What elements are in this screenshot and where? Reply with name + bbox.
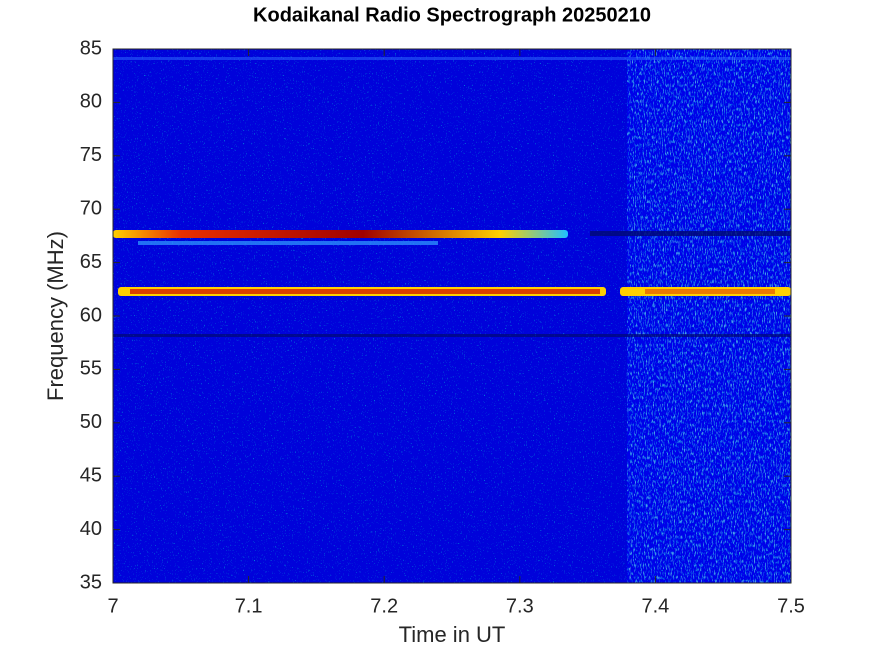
chart-title: Kodaikanal Radio Spectrograph 20250210 — [253, 4, 651, 26]
y-tick-label: 70 — [80, 197, 102, 219]
x-tick-label: 7.5 — [777, 595, 805, 617]
x-tick-label: 7 — [107, 595, 118, 617]
x-tick-label: 7.4 — [641, 595, 669, 617]
y-tick-label: 40 — [80, 518, 102, 540]
y-tick-label: 45 — [80, 464, 102, 486]
y-axis-label: Frequency (MHz) — [43, 231, 68, 401]
y-tick-label: 85 — [80, 37, 102, 59]
y-tick-label: 55 — [80, 358, 102, 380]
y-tick-label: 75 — [80, 144, 102, 166]
x-tick-label: 7.3 — [506, 595, 534, 617]
y-tick-label: 80 — [80, 91, 102, 113]
y-tick-label: 50 — [80, 411, 102, 433]
y-tick-label: 65 — [80, 251, 102, 273]
y-tick-label: 35 — [80, 571, 102, 593]
y-tick-label: 60 — [80, 304, 102, 326]
x-tick-label: 7.1 — [235, 595, 263, 617]
spectrogram-image — [113, 49, 791, 583]
x-axis-label: Time in UT — [399, 622, 506, 647]
x-tick-label: 7.2 — [370, 595, 398, 617]
